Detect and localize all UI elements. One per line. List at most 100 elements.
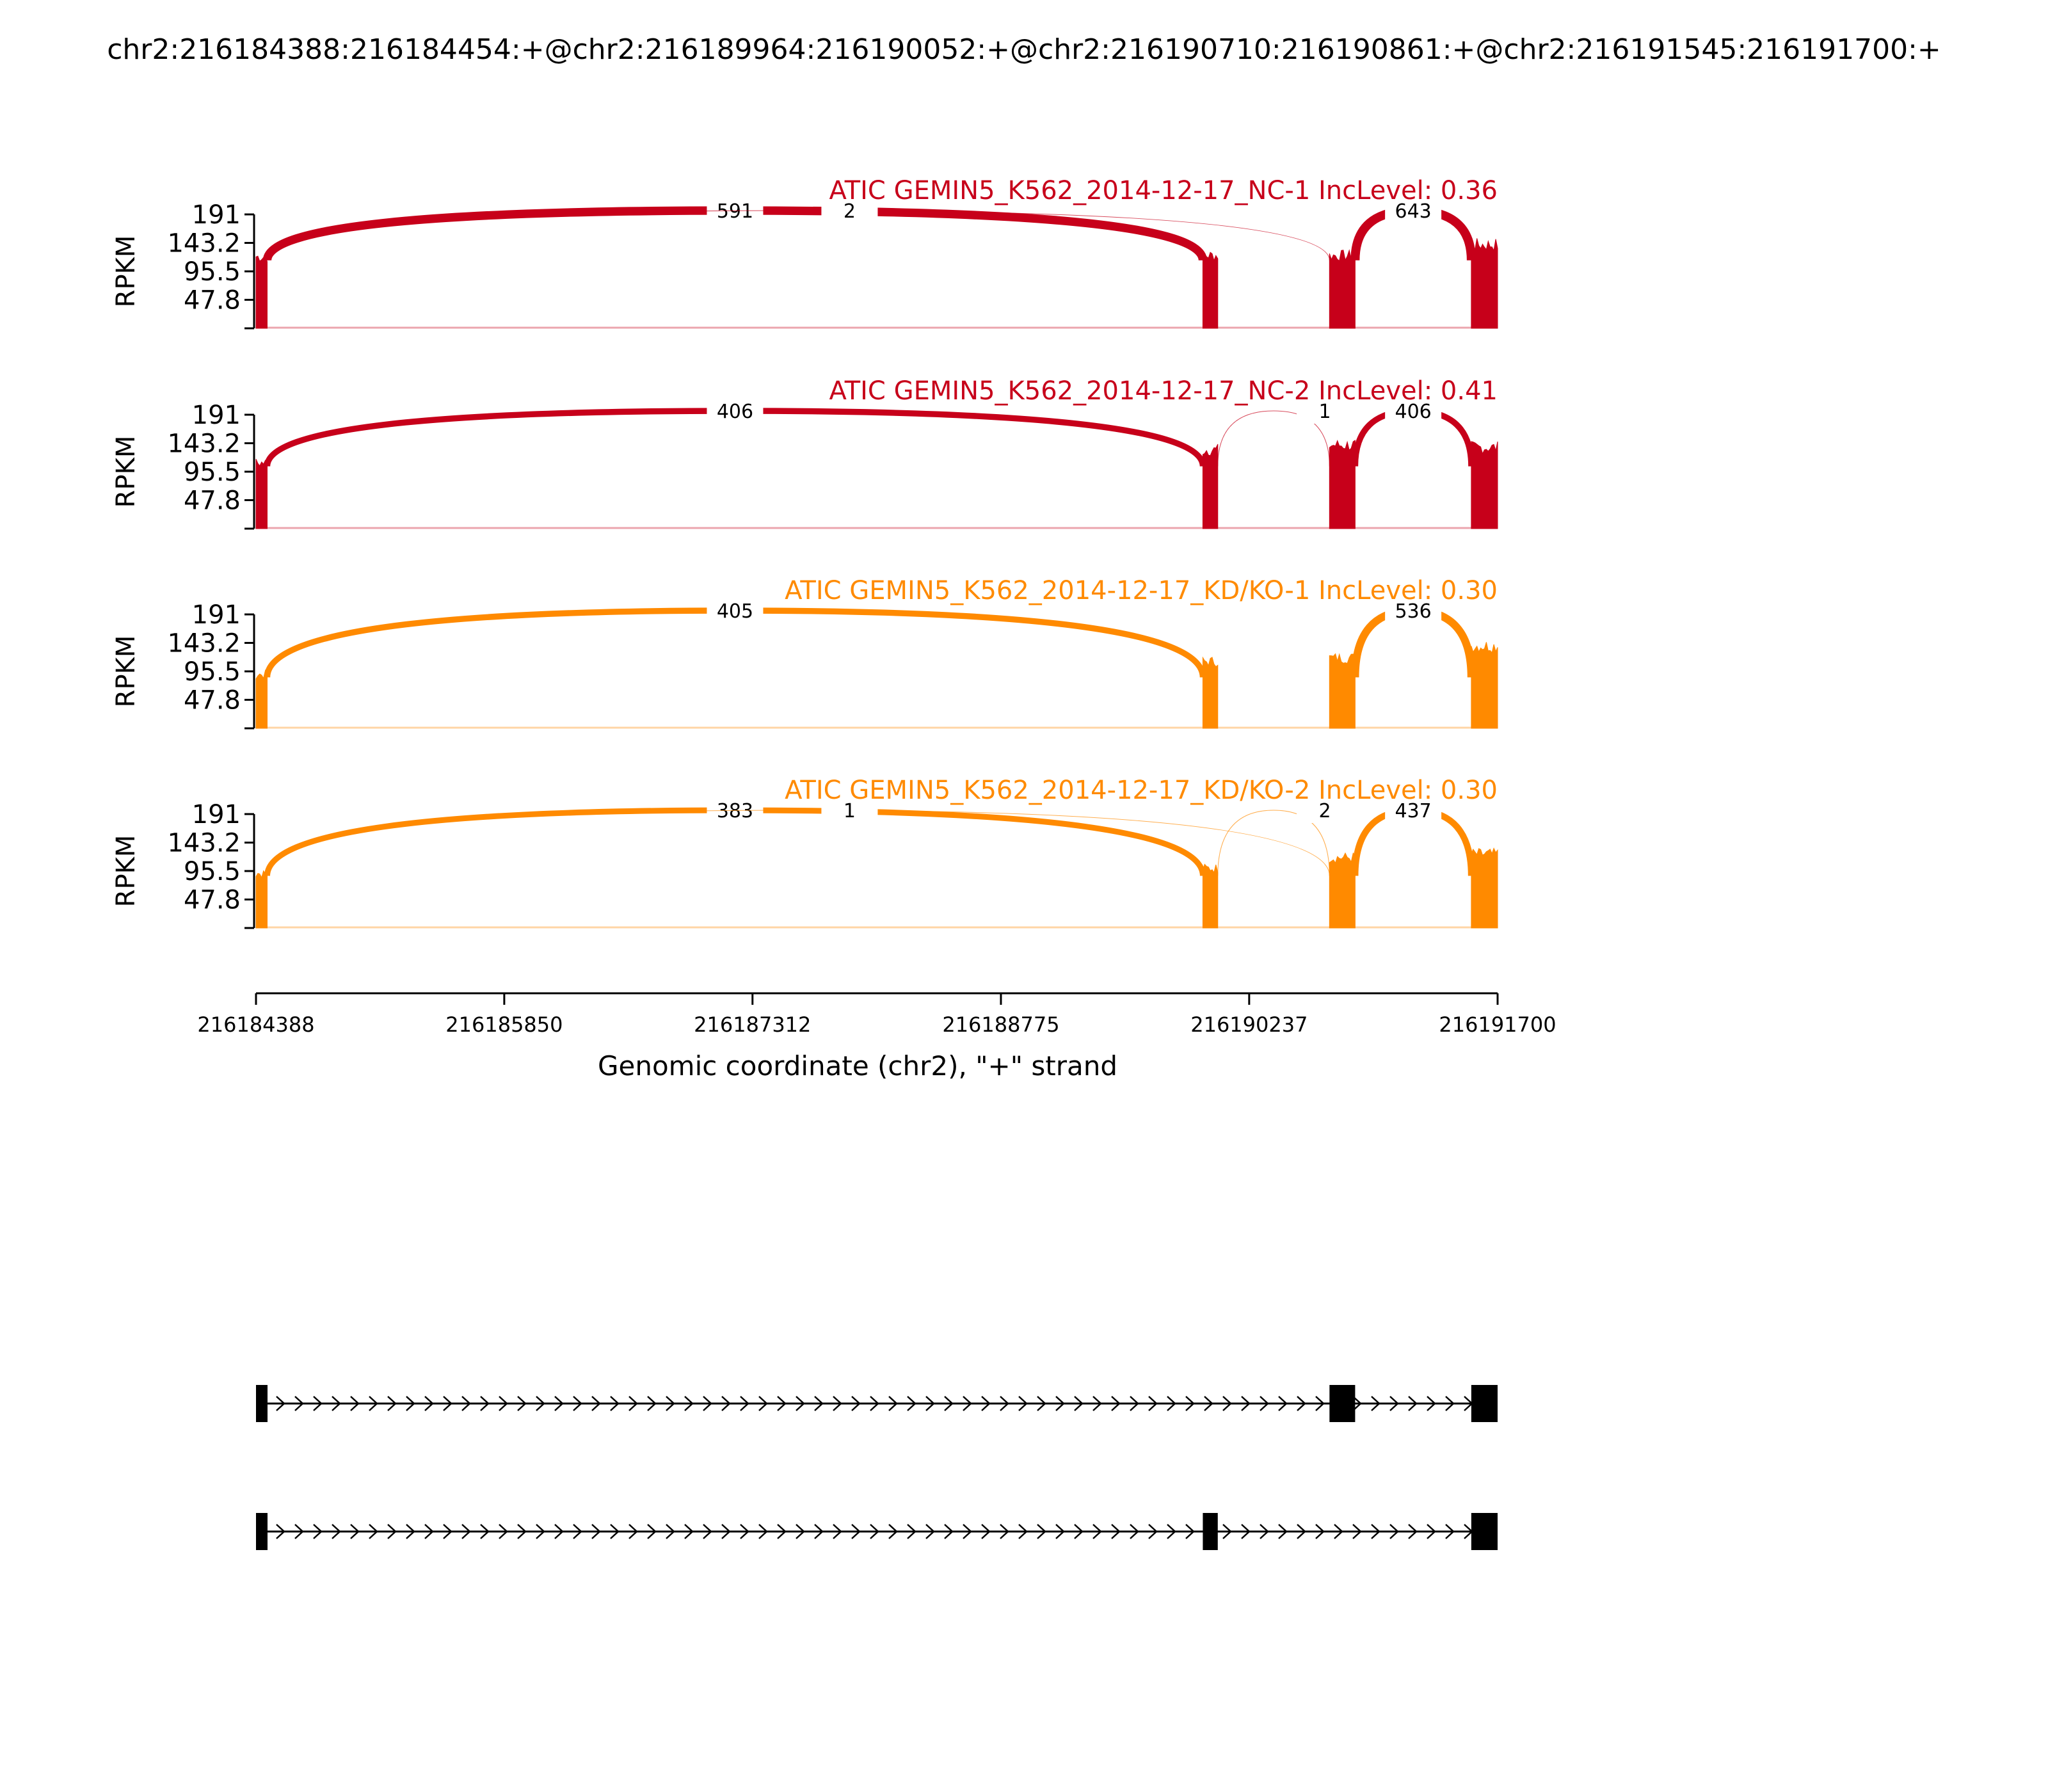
- exon-coverage: [1202, 656, 1219, 729]
- strand-arrow: [294, 1396, 304, 1411]
- junction-label-bg: [821, 797, 878, 823]
- strand-arrow: [1111, 1524, 1121, 1539]
- x-tick-label: 216187312: [694, 1012, 811, 1037]
- strand-arrow: [1297, 1396, 1306, 1411]
- strand-arrow: [703, 1524, 712, 1539]
- isoform-track: [256, 1513, 1498, 1550]
- exon-coverage: [1329, 653, 1356, 729]
- strand-arrow: [1204, 1396, 1213, 1411]
- strand-arrow: [1000, 1396, 1009, 1411]
- strand-arrow: [573, 1396, 582, 1411]
- strand-arrow: [1055, 1524, 1065, 1539]
- strand-arrow: [1371, 1524, 1380, 1539]
- strand-arrow: [851, 1524, 861, 1539]
- y-axis-label: RPKM: [111, 636, 141, 708]
- strand-arrow: [981, 1524, 991, 1539]
- exon-block: [1203, 1513, 1218, 1550]
- exon-coverage: [1329, 249, 1356, 329]
- strand-arrow: [536, 1396, 545, 1411]
- strand-arrow: [536, 1524, 545, 1539]
- strand-arrow: [294, 1524, 304, 1539]
- junction-count: 2: [844, 200, 856, 223]
- strand-arrow: [499, 1396, 508, 1411]
- junction-arc: [1217, 810, 1330, 876]
- strand-arrow: [313, 1524, 323, 1539]
- junction-count: 1: [844, 800, 856, 822]
- strand-arrow: [1074, 1524, 1084, 1539]
- exon-coverage: [1202, 863, 1219, 929]
- junction-label-bg: [707, 598, 764, 623]
- strand-arrow: [461, 1524, 471, 1539]
- strand-arrow: [424, 1524, 434, 1539]
- y-tick-label: 95.5: [184, 458, 241, 487]
- y-tick-label: 47.8: [184, 285, 241, 315]
- strand-arrow: [387, 1396, 397, 1411]
- strand-arrow: [703, 1396, 712, 1411]
- strand-arrow: [944, 1524, 954, 1539]
- strand-arrow: [443, 1396, 452, 1411]
- strand-arrow: [796, 1524, 805, 1539]
- junction-count: 591: [717, 200, 753, 223]
- strand-arrow: [1352, 1524, 1362, 1539]
- junction-label-bg: [1385, 598, 1442, 623]
- strand-arrow: [1260, 1524, 1269, 1539]
- junction-label-bg: [1385, 797, 1442, 823]
- y-tick-label: 47.8: [184, 685, 241, 715]
- strand-arrow: [647, 1524, 657, 1539]
- exon-coverage: [255, 459, 268, 529]
- strand-arrow: [276, 1396, 285, 1411]
- strand-arrow: [740, 1396, 749, 1411]
- exon-block: [1471, 1385, 1498, 1422]
- strand-arrow: [1000, 1524, 1009, 1539]
- x-axis: 216184388 216185850 216187312 216188775 2161…: [197, 992, 1556, 1082]
- strand-arrow: [666, 1524, 675, 1539]
- junction-count: 2: [1318, 800, 1331, 822]
- strand-arrow: [1389, 1396, 1399, 1411]
- strand-arrow: [369, 1396, 378, 1411]
- strand-arrow: [666, 1396, 675, 1411]
- strand-arrow: [480, 1524, 490, 1539]
- strand-arrow: [554, 1524, 564, 1539]
- y-tick-label: 95.5: [184, 257, 241, 287]
- exon-coverage: [255, 870, 268, 929]
- y-tick-label: 143.2: [167, 229, 241, 259]
- strand-arrow: [1222, 1524, 1232, 1539]
- strand-arrow: [814, 1396, 824, 1411]
- strand-arrow: [387, 1524, 397, 1539]
- strand-arrow: [1185, 1524, 1195, 1539]
- strand-arrow: [1408, 1396, 1418, 1411]
- strand-arrow: [1167, 1524, 1176, 1539]
- strand-arrow: [443, 1524, 452, 1539]
- strand-arrow: [610, 1524, 620, 1539]
- junction-count: 437: [1395, 800, 1432, 822]
- strand-arrow: [1241, 1524, 1251, 1539]
- strand-arrow: [963, 1524, 972, 1539]
- exon-coverage: [1471, 441, 1498, 529]
- strand-arrow: [981, 1396, 991, 1411]
- y-tick-label: 191: [192, 200, 241, 230]
- strand-arrow: [1445, 1396, 1455, 1411]
- strand-arrow: [1018, 1524, 1028, 1539]
- strand-arrow: [554, 1396, 564, 1411]
- strand-arrow: [1185, 1396, 1195, 1411]
- strand-arrow: [1334, 1524, 1343, 1539]
- strand-arrow: [963, 1396, 972, 1411]
- junction-count: 643: [1395, 200, 1432, 223]
- strand-arrow: [888, 1396, 898, 1411]
- strand-arrow: [777, 1524, 787, 1539]
- strand-arrow: [332, 1524, 341, 1539]
- exon-coverage: [1202, 251, 1219, 329]
- y-tick-label: 191: [192, 401, 241, 430]
- junction-count: 406: [1395, 401, 1432, 423]
- junction-count: 536: [1395, 600, 1432, 623]
- strand-arrow: [1427, 1396, 1436, 1411]
- strand-arrow: [369, 1524, 378, 1539]
- y-tick-label: 143.2: [167, 629, 241, 659]
- x-axis-label: Genomic coordinate (chr2), "+" strand: [598, 1050, 1117, 1082]
- exon-coverage: [1329, 852, 1356, 929]
- strand-arrow: [740, 1524, 749, 1539]
- strand-arrow: [1389, 1524, 1399, 1539]
- exon-block: [1329, 1385, 1356, 1422]
- strand-arrow: [1037, 1524, 1046, 1539]
